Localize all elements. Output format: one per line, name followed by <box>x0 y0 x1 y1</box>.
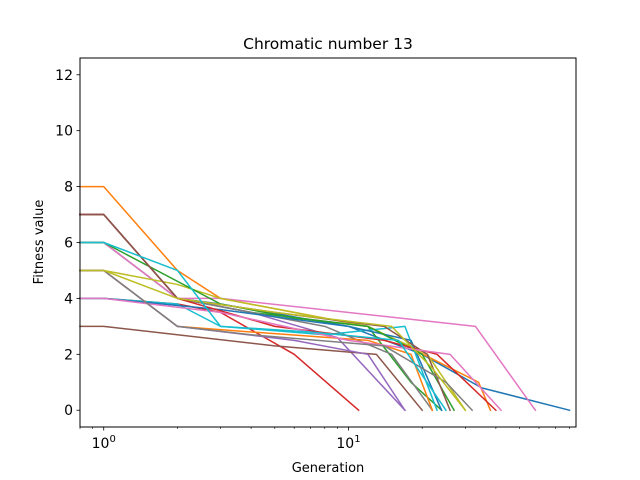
y-tick-label: 4 <box>64 291 73 307</box>
x-axis-label: Generation <box>292 461 365 476</box>
series-line-4 <box>79 297 360 412</box>
series-line-17 <box>79 297 503 412</box>
series-line-14 <box>79 213 497 412</box>
y-tick-label: 0 <box>64 403 73 419</box>
series-line-15 <box>79 269 406 412</box>
series-line-18 <box>79 269 474 412</box>
y-tick-label: 2 <box>64 347 73 363</box>
series-line-5 <box>79 241 406 412</box>
series-line-20 <box>79 241 447 412</box>
series-line-9 <box>79 269 467 412</box>
series-line-7 <box>79 241 537 412</box>
series-line-19 <box>79 269 467 412</box>
y-tick-label: 12 <box>55 68 73 84</box>
axes-layer: 0 2 4 6 8 10 12 100 101 <box>55 68 570 452</box>
y-axis-label: Fitness value <box>32 200 47 285</box>
series-line-11 <box>79 297 443 412</box>
x-tick-label: 100 <box>92 434 116 452</box>
series-line-6 <box>79 325 424 412</box>
y-tick-label: 8 <box>64 180 73 196</box>
chart-title: Chromatic number 13 <box>243 35 413 53</box>
y-tick-label: 6 <box>64 236 73 252</box>
y-tick-label: 10 <box>55 124 73 140</box>
series-layer <box>79 185 571 412</box>
plot-area-frame <box>79 57 577 428</box>
x-tick-label: 101 <box>336 434 360 452</box>
